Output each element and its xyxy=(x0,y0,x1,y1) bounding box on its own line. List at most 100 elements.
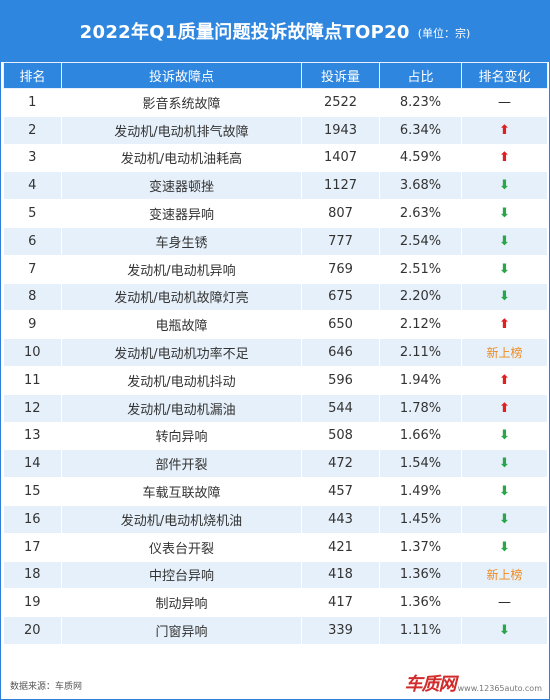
arrow-down-icon: ⬇ xyxy=(499,178,510,194)
change-cell: ⬇ xyxy=(461,199,548,228)
rank-cell: 9 xyxy=(3,310,62,340)
column-header-ratio: 占比 xyxy=(379,62,462,89)
issue-cell: 车载互联故障 xyxy=(61,477,302,506)
count-cell: 417 xyxy=(301,588,380,618)
rank-cell: 15 xyxy=(3,477,62,506)
ratio-cell: 8.23% xyxy=(379,88,462,117)
count-cell: 675 xyxy=(301,282,380,312)
count-cell: 339 xyxy=(301,616,380,645)
count-cell: 777 xyxy=(301,226,380,256)
change-cell: — xyxy=(461,588,548,618)
count-cell: 2522 xyxy=(301,88,380,117)
watermark-logo: 车质网 xyxy=(404,674,457,695)
data-source: 数据来源：车质网 xyxy=(10,682,83,692)
ratio-cell: 2.12% xyxy=(379,310,462,340)
ratio-cell: 2.11% xyxy=(379,338,462,367)
table-row: 15 车载互联故障 457 1.49% ⬇ xyxy=(3,477,548,506)
rank-cell: 5 xyxy=(3,199,62,228)
change-cell: ⬇ xyxy=(461,226,548,256)
table-row: 2 发动机/电动机排气故障 1943 6.34% ⬆ xyxy=(3,115,548,145)
change-cell: ⬇ xyxy=(461,282,548,312)
count-cell: 421 xyxy=(301,532,380,562)
issue-cell: 发动机/电动机排气故障 xyxy=(61,115,302,145)
table-row: 10 发动机/电动机功率不足 646 2.11% 新上榜 xyxy=(3,338,548,367)
rank-cell: 16 xyxy=(3,504,62,534)
ratio-cell: 3.68% xyxy=(379,171,462,201)
issue-cell: 仪表台开裂 xyxy=(61,532,302,562)
change-cell: ⬆ xyxy=(461,310,548,340)
arrow-down-icon: ⬇ xyxy=(499,428,510,444)
ratio-cell: 1.11% xyxy=(379,616,462,645)
table-row: 17 仪表台开裂 421 1.37% ⬇ xyxy=(3,532,548,562)
column-header-issue: 投诉故障点 xyxy=(61,62,302,89)
change-cell: 新上榜 xyxy=(461,338,548,367)
rank-cell: 12 xyxy=(3,393,62,423)
ratio-cell: 1.37% xyxy=(379,532,462,562)
change-cell: ⬆ xyxy=(461,143,548,173)
ratio-cell: 2.54% xyxy=(379,226,462,256)
count-cell: 472 xyxy=(301,449,380,479)
issue-cell: 影音系统故障 xyxy=(61,88,302,117)
arrow-down-icon: ⬇ xyxy=(499,539,510,555)
arrow-down-icon: ⬇ xyxy=(499,484,510,500)
change-cell: ⬇ xyxy=(461,616,548,645)
issue-cell: 中控台异响 xyxy=(61,560,302,590)
count-cell: 1943 xyxy=(301,115,380,145)
rank-cell: 13 xyxy=(3,421,62,451)
rank-cell: 19 xyxy=(3,588,62,618)
rank-cell: 3 xyxy=(3,143,62,173)
count-cell: 596 xyxy=(301,365,380,395)
ratio-cell: 2.20% xyxy=(379,282,462,312)
table-row: 9 电瓶故障 650 2.12% ⬆ xyxy=(3,310,548,340)
change-cell: ⬆ xyxy=(461,365,548,395)
rank-cell: 11 xyxy=(3,365,62,395)
arrow-up-icon: ⬆ xyxy=(499,317,510,333)
rank-cell: 4 xyxy=(3,171,62,201)
change-cell: ⬇ xyxy=(461,477,548,506)
rank-cell: 18 xyxy=(3,560,62,590)
rank-cell: 6 xyxy=(3,226,62,256)
rank-cell: 20 xyxy=(3,616,62,645)
issue-cell: 制动异响 xyxy=(61,588,302,618)
table-row: 4 变速器顿挫 1127 3.68% ⬇ xyxy=(3,171,548,201)
table-row: 19 制动异响 417 1.36% — xyxy=(3,588,548,618)
issue-cell: 发动机/电动机抖动 xyxy=(61,365,302,395)
table-row: 16 发动机/电动机烧机油 443 1.45% ⬇ xyxy=(3,504,548,534)
change-cell: ⬆ xyxy=(461,393,548,423)
column-header-rank: 排名 xyxy=(3,62,62,89)
issue-cell: 发动机/电动机异响 xyxy=(61,254,302,284)
arrow-down-icon: ⬇ xyxy=(499,261,510,277)
table-body: 1 影音系统故障 2522 8.23% —2 发动机/电动机排气故障 1943 6.34% ⬆ 3… xyxy=(3,88,548,645)
issue-cell: 部件开裂 xyxy=(61,449,302,479)
no-change-dash-icon: — xyxy=(498,595,511,611)
count-cell: 418 xyxy=(301,560,380,590)
table-row: 12 发动机/电动机漏油 544 1.78% ⬆ xyxy=(3,393,548,423)
ratio-cell: 1.66% xyxy=(379,421,462,451)
arrow-up-icon: ⬆ xyxy=(499,122,510,138)
column-header-count: 投诉量 xyxy=(301,62,380,89)
arrow-up-icon: ⬆ xyxy=(499,372,510,388)
arrow-down-icon: ⬇ xyxy=(499,511,510,527)
rank-cell: 1 xyxy=(3,88,62,117)
ratio-cell: 1.45% xyxy=(379,504,462,534)
issue-cell: 发动机/电动机故障灯亮 xyxy=(61,282,302,312)
count-cell: 646 xyxy=(301,338,380,367)
watermark: 车质网 www.12365auto.com xyxy=(405,670,542,696)
ratio-cell: 4.59% xyxy=(379,143,462,173)
ratio-cell: 1.36% xyxy=(379,588,462,618)
count-cell: 769 xyxy=(301,254,380,284)
issue-cell: 变速器异响 xyxy=(61,199,302,228)
count-cell: 650 xyxy=(301,310,380,340)
issue-cell: 转向异响 xyxy=(61,421,302,451)
rank-cell: 8 xyxy=(3,282,62,312)
change-cell: ⬇ xyxy=(461,449,548,479)
ratio-cell: 1.49% xyxy=(379,477,462,506)
change-cell: 新上榜 xyxy=(461,560,548,590)
change-cell: — xyxy=(461,88,548,117)
issue-cell: 门窗异响 xyxy=(61,616,302,645)
change-cell: ⬆ xyxy=(461,115,548,145)
watermark-url: www.12365auto.com xyxy=(457,684,542,693)
table-header-row: 排名 投诉故障点 投诉量 占比 排名变化 xyxy=(3,62,548,89)
change-cell: ⬇ xyxy=(461,532,548,562)
new-entry-badge: 新上榜 xyxy=(486,568,523,583)
